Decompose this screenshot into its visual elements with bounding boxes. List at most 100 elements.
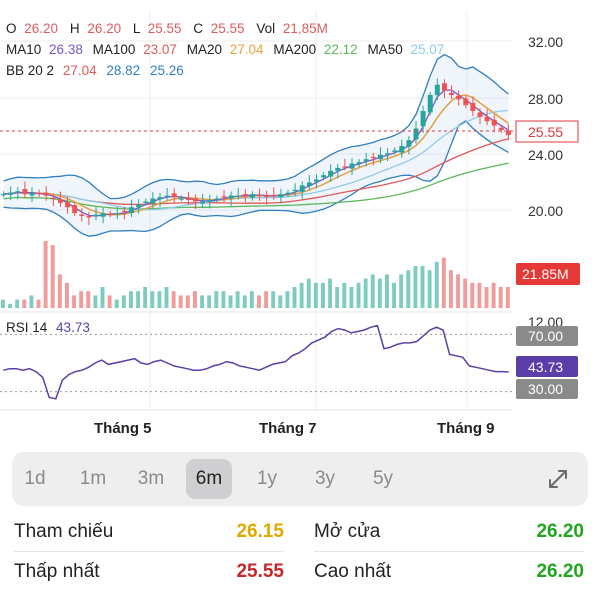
price-axis-label: 28.00 (528, 91, 563, 107)
ohlc-legend: O 26.20 H 26.20 L 25.55 C 25.55 Vol 21,8… (6, 21, 328, 36)
volume-bar (349, 287, 354, 308)
volume-bar (313, 282, 318, 308)
volume-bar (299, 282, 304, 308)
volume-bar (8, 303, 13, 308)
candle-body (377, 154, 383, 160)
candle-body (36, 192, 42, 195)
candle-body (185, 198, 191, 200)
price-candles (1, 78, 511, 226)
volume-bar (370, 274, 375, 308)
price-axis-label: 32.00 (528, 34, 563, 50)
candle-body (228, 195, 234, 199)
range-button-5y[interactable]: 5y (372, 468, 394, 489)
candle-body (385, 153, 391, 155)
volume-bar (413, 266, 418, 308)
volume-bar (93, 295, 98, 308)
candle-body (299, 185, 305, 192)
time-range-selector: 1d 1m 3m 6m 1y 3y 5y (12, 452, 588, 506)
candle-body (285, 192, 291, 195)
rsi-panel (0, 324, 512, 400)
low-price-label: Thấp nhất (14, 561, 100, 582)
volume-bar (1, 299, 5, 308)
divider (14, 551, 284, 552)
candle-body (15, 191, 21, 193)
candle-body (65, 202, 71, 208)
candle-body (477, 112, 483, 117)
range-button-1d[interactable]: 1d (24, 468, 46, 489)
volume-bar (136, 291, 141, 308)
reference-price-value: 26.15 (236, 521, 284, 542)
candle-body (1, 194, 7, 196)
volume-bar (185, 295, 190, 308)
volume-tag-label: 21.85M (522, 266, 569, 282)
volume-bar (178, 295, 183, 308)
candle-body (349, 163, 355, 169)
volume-bar (491, 282, 496, 308)
time-axis-label: Tháng 7 (259, 420, 317, 437)
volume-bar (335, 287, 340, 308)
candle-body (399, 146, 405, 153)
range-button-3m[interactable]: 3m (137, 468, 165, 489)
volume-bar (100, 287, 105, 308)
candle-body (129, 207, 135, 214)
current-price-tag-label: 25.55 (528, 124, 563, 140)
candle-body (242, 194, 248, 196)
low-price-value: 25.55 (236, 561, 284, 582)
expand-chart-button[interactable] (538, 459, 578, 499)
volume-bar (441, 257, 446, 308)
volume-bar (484, 287, 489, 308)
volume-bar (264, 291, 269, 308)
candle-body (420, 111, 426, 127)
candle-body (157, 197, 163, 200)
volume-bar (328, 278, 333, 308)
volume-bar (214, 291, 219, 308)
candle-body (392, 150, 398, 152)
volume-bar (171, 291, 176, 308)
candle-body (136, 204, 142, 208)
candle-body (178, 198, 184, 200)
expand-icon (549, 470, 567, 488)
range-button-1m[interactable]: 1m (79, 468, 107, 489)
volume-bar (463, 278, 468, 308)
volume-bar (79, 291, 84, 308)
volume-bar (385, 274, 389, 308)
candle-body (257, 194, 263, 197)
range-button-3y[interactable]: 3y (314, 468, 336, 489)
candle-body (328, 170, 334, 177)
candle-body (434, 84, 440, 95)
candle-body (235, 195, 241, 197)
volume-bar (420, 266, 425, 308)
candle-body (335, 167, 341, 171)
stock-chart[interactable]: O 26.20 H 26.20 L 25.55 C 25.55 Vol 21,8… (0, 0, 600, 440)
volume-bar (143, 287, 148, 308)
candle-body (93, 214, 99, 216)
rsi-line (3, 324, 509, 400)
candle-body (143, 201, 149, 203)
candle-body (264, 194, 270, 198)
volume-bar (65, 282, 69, 308)
candle-body (171, 193, 177, 198)
range-button-1y[interactable]: 1y (256, 468, 278, 489)
volume-bar (377, 278, 382, 308)
volume-bar (15, 299, 20, 308)
candle-body (491, 119, 497, 126)
bb-legend: BB 20 2 27.04 28.82 25.26 (6, 63, 184, 78)
candle-body (484, 116, 490, 122)
volume-bar (470, 282, 475, 308)
volume-bar (207, 295, 212, 308)
candle-body (29, 192, 35, 196)
time-axis-label: Tháng 5 (94, 420, 152, 437)
volume-bar (57, 274, 62, 308)
volume-bar (50, 245, 55, 308)
volume-bar (29, 295, 34, 308)
price-axis-label: 20.00 (528, 203, 563, 219)
volume-bar (356, 282, 361, 308)
volume-bar (193, 291, 197, 308)
candle-body (57, 199, 63, 203)
candle-body (292, 189, 298, 192)
volume-bar (43, 240, 48, 308)
candle-body (413, 128, 419, 140)
candle-body (505, 130, 511, 136)
range-button-6m[interactable]: 6m (186, 459, 232, 499)
rsi-30-tag (516, 379, 578, 399)
